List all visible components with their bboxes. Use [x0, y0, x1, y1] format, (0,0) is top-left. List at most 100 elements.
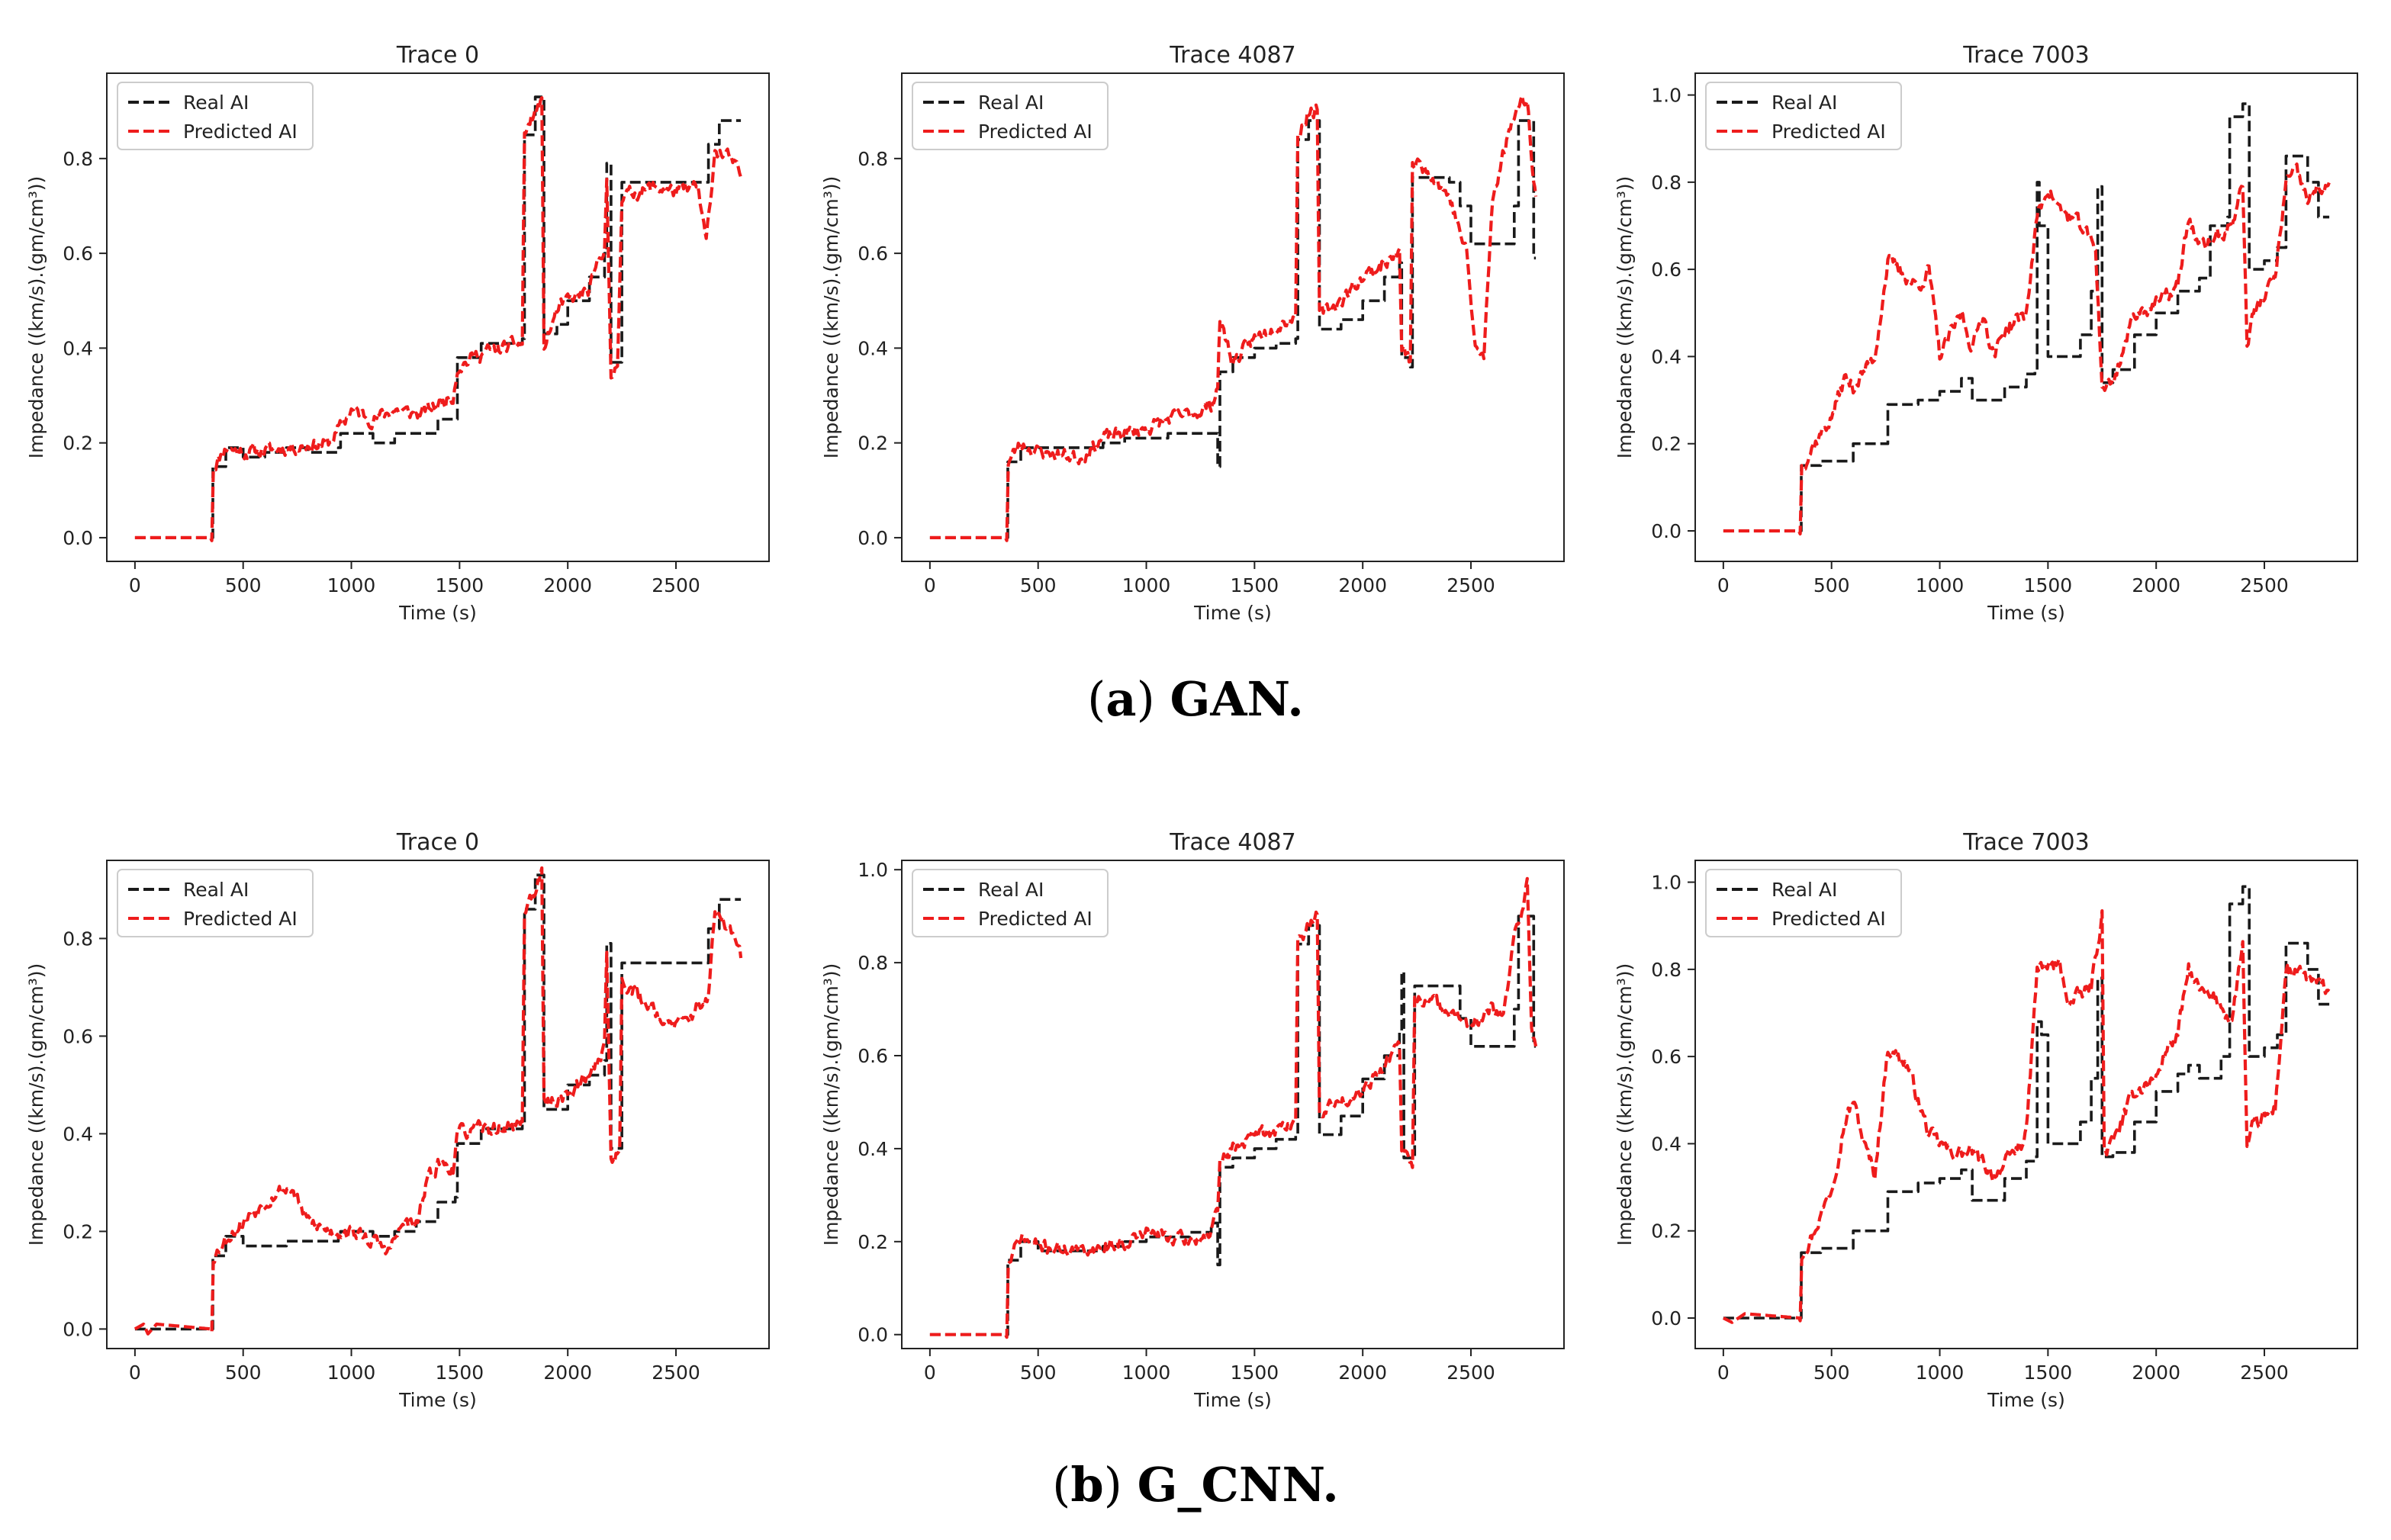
chart-title: Trace 7003 — [1962, 42, 2089, 69]
x-tick-label: 500 — [1813, 1362, 1850, 1384]
y-tick-label: 0.8 — [63, 928, 93, 950]
y-tick-label: 0.8 — [858, 148, 888, 170]
x-tick-label: 1000 — [327, 1362, 376, 1384]
series-line-predicted-ai — [1722, 909, 2331, 1324]
chart-title: Trace 0 — [396, 42, 479, 69]
legend-label-real-ai: Real AI — [978, 879, 1044, 901]
caption-a-name: GAN. — [1170, 671, 1304, 727]
chart-panel-a-1: 0 500 1000 1500 2000 2500 0.0 0.2 0.4 0.6 0.8 Trace… — [820, 42, 1565, 624]
series-line-real-ai — [929, 119, 1537, 539]
y-tick-label: 0.4 — [63, 1123, 93, 1145]
x-tick-label: 500 — [225, 574, 262, 596]
legend-label-predicted-ai: Predicted AI — [183, 908, 298, 930]
y-tick-label: 0.8 — [1651, 172, 1681, 194]
y-axis-label: Impedance ((km/s).(gm/cm³)) — [25, 963, 47, 1246]
legend-label-predicted-ai: Predicted AI — [1772, 121, 1886, 143]
x-tick-label: 2500 — [2240, 574, 2289, 596]
y-tick-label: 0.4 — [858, 337, 888, 359]
axes-frame — [901, 860, 1565, 1349]
x-axis-label: Time (s) — [1193, 1389, 1272, 1411]
y-tick-label: 0.0 — [63, 1318, 93, 1340]
chart-title: Trace 4087 — [1169, 829, 1295, 856]
series-line-real-ai — [1723, 102, 2330, 532]
legend-label-real-ai: Real AI — [1772, 92, 1837, 114]
y-tick-label: 0.6 — [63, 1025, 93, 1047]
x-tick-label: 1500 — [1231, 574, 1279, 596]
axes-frame — [1694, 860, 2358, 1349]
chart-title: Trace 4087 — [1169, 42, 1295, 69]
y-tick-label: 1.0 — [1651, 85, 1681, 107]
axes-frame — [106, 860, 770, 1349]
x-tick-label: 1500 — [1231, 1362, 1279, 1384]
chart-panel-b-2: 0 500 1000 1500 2000 2500 0.0 0.2 0.4 0.6 0.8 1.0 Tr… — [1614, 829, 2358, 1411]
x-tick-label: 1000 — [327, 574, 376, 596]
x-tick-label: 1000 — [1916, 574, 1965, 596]
x-tick-label: 2500 — [1447, 1362, 1495, 1384]
y-tick-label: 0.6 — [858, 1045, 888, 1067]
plot-area — [902, 73, 1564, 561]
axes-frame — [1694, 72, 2358, 562]
x-tick-label: 500 — [1813, 574, 1850, 596]
series-line-predicted-ai — [929, 94, 1538, 542]
series-line-predicted-ai — [134, 96, 743, 542]
y-tick-label: 0.6 — [1651, 259, 1681, 281]
y-tick-label: 0.0 — [1651, 520, 1681, 542]
x-axis-label: Time (s) — [1987, 1389, 2065, 1411]
x-tick-label: 1500 — [2024, 574, 2073, 596]
y-tick-label: 1.0 — [858, 859, 888, 881]
x-tick-label: 1500 — [436, 1362, 484, 1384]
y-tick-label: 0.2 — [63, 432, 93, 455]
y-axis-label: Impedance ((km/s).(gm/cm³)) — [25, 176, 47, 459]
plot-area — [1695, 860, 2357, 1349]
x-tick-label: 0 — [1717, 1362, 1730, 1384]
y-tick-label: 0.8 — [63, 148, 93, 170]
x-tick-label: 1000 — [1916, 1362, 1965, 1384]
series-line-predicted-ai — [1723, 162, 2331, 536]
x-tick-label: 2500 — [652, 574, 700, 596]
x-tick-label: 1000 — [1122, 1362, 1171, 1384]
caption-b: (b) G_CNN. — [1052, 1457, 1339, 1513]
y-tick-label: 0.2 — [858, 432, 888, 455]
series-line-real-ai — [1723, 885, 2330, 1320]
legend-label-predicted-ai: Predicted AI — [183, 121, 298, 143]
y-tick-label: 0.4 — [1651, 1133, 1681, 1155]
y-axis-label: Impedance ((km/s).(gm/cm³)) — [820, 176, 842, 459]
x-tick-label: 2000 — [1338, 574, 1387, 596]
legend-label-predicted-ai: Predicted AI — [978, 908, 1093, 930]
y-tick-label: 0.0 — [1651, 1307, 1681, 1329]
x-tick-label: 2000 — [543, 574, 592, 596]
y-tick-label: 0.4 — [1651, 346, 1681, 368]
plot-area — [902, 860, 1564, 1349]
x-axis-label: Time (s) — [398, 1389, 477, 1411]
series-line-predicted-ai — [929, 876, 1538, 1339]
y-tick-label: 1.0 — [1651, 872, 1681, 894]
legend-label-real-ai: Real AI — [1772, 879, 1837, 901]
y-tick-label: 0.6 — [1651, 1046, 1681, 1068]
y-axis-label: Impedance ((km/s).(gm/cm³)) — [1614, 176, 1636, 459]
plot-area — [107, 73, 769, 561]
y-tick-label: 0.6 — [63, 243, 93, 265]
x-tick-label: 2000 — [2132, 1362, 2180, 1384]
y-tick-label: 0.2 — [1651, 1220, 1681, 1243]
y-tick-label: 0.8 — [1651, 959, 1681, 981]
x-axis-label: Time (s) — [1193, 602, 1272, 624]
x-axis-label: Time (s) — [398, 602, 477, 624]
legend-label-predicted-ai: Predicted AI — [978, 121, 1093, 143]
series-line-real-ai — [929, 915, 1537, 1336]
y-axis-label: Impedance ((km/s).(gm/cm³)) — [820, 963, 842, 1246]
x-tick-label: 0 — [1717, 574, 1730, 596]
x-tick-label: 2500 — [652, 1362, 700, 1384]
x-tick-label: 0 — [924, 1362, 936, 1384]
plot-area — [107, 860, 769, 1349]
x-tick-label: 2500 — [1447, 574, 1495, 596]
x-tick-label: 1500 — [436, 574, 484, 596]
y-tick-label: 0.2 — [1651, 433, 1681, 455]
legend-label-real-ai: Real AI — [978, 92, 1044, 114]
y-tick-label: 0.0 — [858, 527, 888, 549]
y-tick-label: 0.2 — [858, 1231, 888, 1253]
x-tick-label: 2500 — [2240, 1362, 2289, 1384]
y-tick-label: 0.4 — [858, 1138, 888, 1160]
legend-label-real-ai: Real AI — [183, 92, 249, 114]
x-tick-label: 1000 — [1122, 574, 1171, 596]
